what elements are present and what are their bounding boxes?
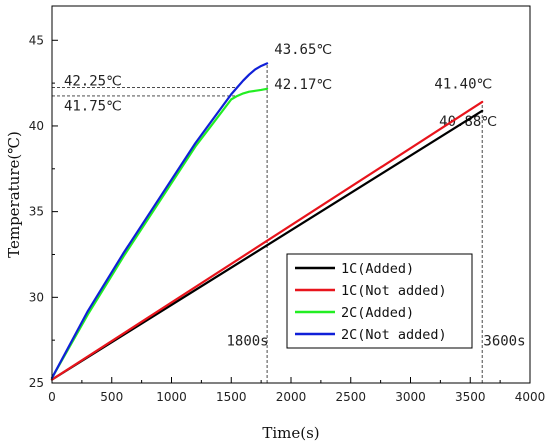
ticks-layer: 0 500 1000 1500 2000 2500 3000 3500 4000 25 30 35 40… — [29, 33, 546, 404]
x-axis-title: Time(s) — [262, 424, 319, 442]
annotation-label: 1800s — [226, 333, 268, 349]
series-layer — [50, 62, 484, 381]
x-tick-label: 0 — [48, 390, 56, 404]
series-line — [50, 87, 269, 379]
annotations-layer: 42.25℃ 41.75℃ 43.65℃ 42.17℃ 41.40℃ 40.88℃ 1800… — [52, 42, 526, 383]
x-tick-label: 2000 — [276, 390, 307, 404]
series-line — [50, 62, 269, 379]
x-tick-label: 2500 — [335, 390, 366, 404]
y-tick-label: 35 — [29, 205, 44, 219]
y-axis-title: Temperature(℃) — [5, 131, 23, 258]
annotation-label: 42.17℃ — [274, 77, 332, 93]
x-tick-label: 3500 — [455, 390, 486, 404]
x-tick-label: 4000 — [515, 390, 546, 404]
y-tick-label: 45 — [29, 33, 44, 47]
y-tick-label: 30 — [29, 290, 44, 304]
annotation-label: 41.40℃ — [434, 76, 492, 92]
x-tick-label: 500 — [100, 390, 123, 404]
annotation-label: 43.65℃ — [274, 42, 332, 58]
annotation-label: 3600s — [483, 333, 525, 349]
x-tick-label: 1500 — [216, 390, 247, 404]
legend-box — [286, 253, 473, 349]
y-tick-label: 40 — [29, 119, 44, 133]
legend-label: 2C(Added) — [341, 305, 414, 321]
legend-label: 1C(Added) — [341, 261, 414, 277]
series-line — [50, 109, 484, 381]
annotation-label: 40.88℃ — [439, 114, 497, 130]
annotation-label: 42.25℃ — [64, 74, 122, 90]
x-tick-label: 1000 — [156, 390, 187, 404]
series-line — [50, 100, 484, 381]
legend: 1C(Added) 1C(Not added) 2C(Added) 2C(Not ad… — [286, 253, 473, 349]
annotation-label: 41.75℃ — [64, 99, 122, 115]
x-tick-label: 3000 — [395, 390, 426, 404]
legend-label: 2C(Not added) — [341, 327, 447, 343]
y-tick-label: 25 — [29, 376, 44, 390]
legend-label: 1C(Not added) — [341, 283, 447, 299]
